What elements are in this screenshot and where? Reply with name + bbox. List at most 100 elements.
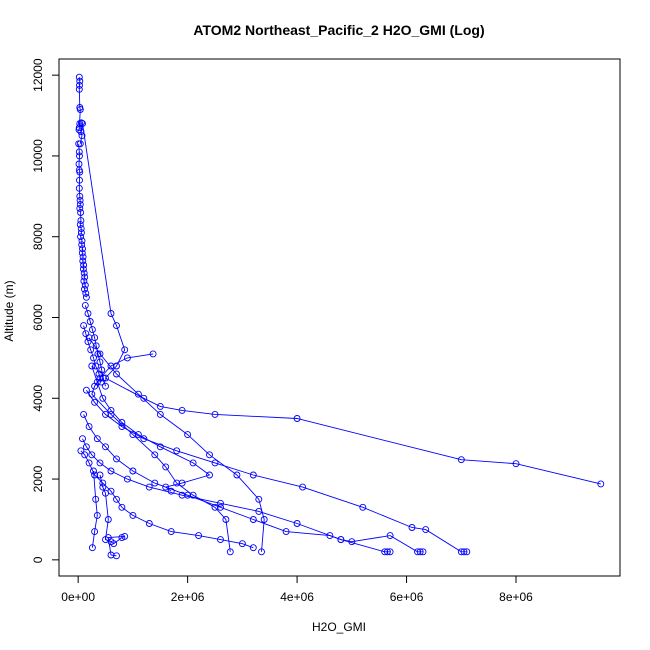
data-point	[167, 528, 175, 536]
data-point	[78, 241, 86, 249]
data-point	[81, 281, 89, 289]
data-point	[76, 204, 84, 212]
data-point	[88, 544, 96, 552]
data-point	[408, 524, 416, 531]
data-point	[80, 269, 88, 277]
data-point	[91, 471, 99, 479]
data-point	[90, 354, 97, 362]
data-point	[93, 435, 101, 443]
data-point	[217, 499, 224, 507]
data-point	[77, 229, 85, 237]
data-point	[145, 520, 153, 527]
y-tick-label: 2000	[31, 465, 45, 492]
y-tick-label: 10000	[31, 139, 45, 173]
data-point	[77, 447, 85, 455]
series-line	[91, 353, 231, 552]
data-point	[88, 451, 96, 459]
data-point	[156, 410, 164, 418]
data-point	[282, 528, 290, 536]
series-layer	[75, 73, 605, 560]
data-point	[140, 394, 148, 402]
data-point	[383, 548, 391, 556]
data-series	[96, 471, 129, 560]
x-axis-label: H2O_GMI	[312, 620, 366, 634]
data-point	[87, 346, 95, 354]
data-point	[92, 342, 100, 350]
data-point	[206, 451, 213, 459]
y-tick-label: 0	[31, 556, 45, 563]
series-line	[91, 470, 98, 548]
data-point	[80, 322, 88, 330]
data-point	[80, 277, 88, 285]
data-point	[86, 318, 94, 325]
data-point	[99, 394, 107, 402]
data-point	[162, 483, 170, 491]
data-point	[255, 507, 263, 515]
y-tick-label: 4000	[31, 385, 45, 412]
data-point	[386, 532, 394, 540]
data-point	[107, 467, 115, 475]
data-point	[76, 81, 83, 89]
data-point	[93, 378, 101, 386]
data-point	[118, 503, 126, 511]
data-point	[91, 398, 99, 406]
data-point	[293, 415, 301, 422]
data-point	[82, 443, 90, 451]
data-point	[255, 495, 263, 503]
y-tick-label: 6000	[31, 304, 45, 331]
data-point	[416, 548, 424, 556]
data-point	[293, 520, 301, 527]
data-point	[81, 451, 89, 459]
data-point	[113, 495, 120, 503]
data-point	[92, 495, 100, 503]
data-point	[82, 289, 90, 297]
data-point	[81, 273, 89, 281]
data-point	[75, 148, 83, 156]
data-point	[113, 455, 120, 463]
data-point	[75, 184, 83, 192]
data-point	[80, 410, 88, 418]
data-point	[149, 350, 157, 358]
data-point	[82, 293, 90, 301]
y-axis-label: Altitude (m)	[2, 280, 16, 341]
data-point	[85, 423, 93, 431]
data-point	[104, 516, 112, 523]
data-point	[78, 237, 86, 245]
data-series	[79, 435, 394, 556]
data-point	[78, 249, 86, 257]
data-point	[173, 447, 181, 455]
data-point	[97, 378, 105, 386]
data-point	[206, 471, 213, 479]
data-point	[457, 548, 465, 556]
data-series	[85, 334, 268, 556]
data-series	[75, 140, 90, 301]
data-point	[189, 491, 197, 499]
data-point	[134, 390, 142, 398]
data-point	[118, 419, 126, 426]
data-point	[90, 467, 97, 475]
data-point	[233, 471, 241, 479]
series-line	[88, 337, 265, 552]
data-series	[77, 447, 257, 552]
data-point	[96, 350, 104, 358]
data-point	[381, 548, 389, 556]
data-point	[96, 459, 104, 467]
data-point	[102, 489, 109, 497]
data-point	[457, 456, 465, 464]
data-point	[75, 73, 83, 81]
data-point	[460, 548, 468, 556]
data-point	[217, 536, 224, 544]
data-point	[113, 322, 120, 330]
data-point	[156, 443, 164, 451]
data-point	[79, 120, 86, 128]
data-point	[463, 548, 471, 556]
data-point	[118, 423, 126, 431]
y-tick-label: 8000	[31, 223, 45, 250]
data-point	[238, 540, 246, 548]
data-point	[422, 526, 430, 534]
data-point	[76, 77, 84, 85]
data-point	[151, 479, 159, 487]
series-line	[80, 450, 254, 549]
